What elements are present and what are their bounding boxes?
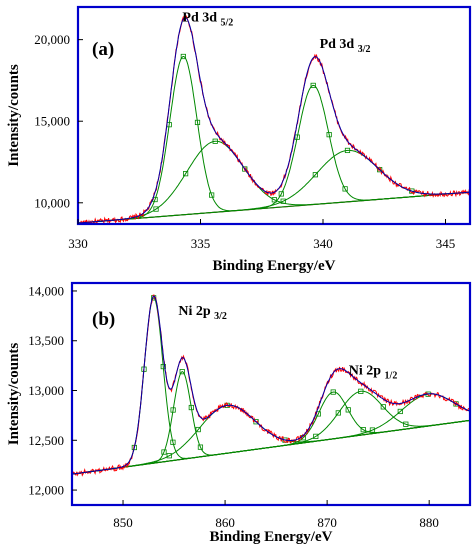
component-marker: [153, 206, 159, 212]
component-peak-2: [78, 140, 470, 224]
component-marker: [278, 191, 284, 197]
y-tick-label: 12,500: [28, 433, 64, 448]
component-peak-4: [72, 391, 470, 475]
component-marker: [326, 132, 332, 138]
component-marker: [403, 421, 409, 427]
y-axis-label: Intensity/counts: [6, 343, 22, 446]
plot-area: [78, 15, 470, 224]
component-marker: [377, 167, 383, 173]
x-tick-label: 860: [215, 515, 235, 530]
component-marker: [166, 453, 172, 459]
component-marker: [212, 138, 218, 144]
component-marker: [197, 444, 204, 450]
component-marker: [209, 192, 215, 198]
component-marker: [360, 427, 366, 433]
peak-annotation: Pd 3d 3/2: [320, 37, 371, 55]
component-marker: [344, 147, 351, 154]
panel-a: 330 335 340 345 10,000 15,000 20,000 Binding En…: [6, 5, 472, 274]
component-marker: [271, 197, 277, 203]
peak-annotation: Pd 3d 5/2: [182, 11, 233, 29]
raw-data-line: [78, 15, 470, 224]
x-tick-label: 340: [313, 236, 333, 251]
peak-annotation: Ni 2p 1/2: [349, 364, 398, 382]
y-tick-label: 13,500: [28, 333, 64, 348]
y-tick-label: 14,000: [28, 283, 64, 298]
peak-annotation: Ni 2p 3/2: [178, 304, 227, 322]
y-axis-label: Intensity/counts: [6, 64, 22, 167]
component-marker: [397, 408, 403, 415]
panel-label: (b): [92, 309, 115, 330]
component-marker: [312, 172, 318, 178]
component-peak-4: [78, 149, 470, 224]
plot-area: [72, 294, 470, 477]
x-tick-label: 870: [317, 515, 337, 530]
fit-envelope-line: [78, 17, 470, 224]
plot-frame: [70, 281, 472, 507]
y-tick-label: 15,000: [34, 114, 70, 129]
y-tick-label: 13,000: [28, 383, 64, 398]
component-peak-3: [72, 404, 470, 475]
x-axis-label: Binding Energy/eV: [213, 258, 336, 274]
component-marker: [342, 186, 348, 192]
y-tick-label: 10,000: [34, 195, 70, 210]
component-marker: [179, 369, 185, 375]
component-peak-1: [78, 56, 470, 224]
component-marker: [330, 389, 336, 395]
component-marker: [195, 426, 201, 433]
component-marker: [183, 171, 189, 177]
x-tick-label: 345: [436, 236, 456, 251]
component-marker: [345, 407, 351, 413]
x-tick-label: 850: [113, 515, 133, 530]
x-tick-label: 880: [419, 515, 439, 530]
component-marker: [380, 404, 386, 410]
component-marker: [358, 388, 364, 394]
plot-frame: [76, 5, 472, 226]
component-marker: [369, 427, 376, 433]
component-marker: [180, 53, 186, 60]
component-marker: [335, 410, 341, 416]
component-marker: [409, 188, 415, 194]
component-peak-6: [72, 393, 470, 475]
x-tick-label: 335: [191, 236, 211, 251]
y-tick-label: 20,000: [34, 32, 70, 47]
y-tick-label: 12,000: [28, 483, 64, 498]
component-marker: [188, 404, 194, 411]
panel-label: (a): [92, 39, 114, 60]
component-marker: [160, 363, 166, 370]
component-marker: [170, 407, 176, 413]
component-marker: [313, 433, 319, 439]
component-marker: [161, 449, 167, 455]
component-marker: [194, 119, 201, 126]
raw-data-line: [72, 294, 470, 477]
panel-b: 850 860 870 880 12,000 12,500 13,000 13,500 14,0…: [6, 281, 472, 545]
component-marker: [280, 198, 286, 204]
x-tick-label: 330: [68, 236, 88, 251]
component-marker: [170, 439, 176, 445]
component-peak-3: [78, 84, 470, 224]
x-axis-label: Binding Energy/eV: [210, 529, 333, 545]
fit-envelope-line: [72, 295, 470, 475]
component-marker: [310, 82, 316, 89]
